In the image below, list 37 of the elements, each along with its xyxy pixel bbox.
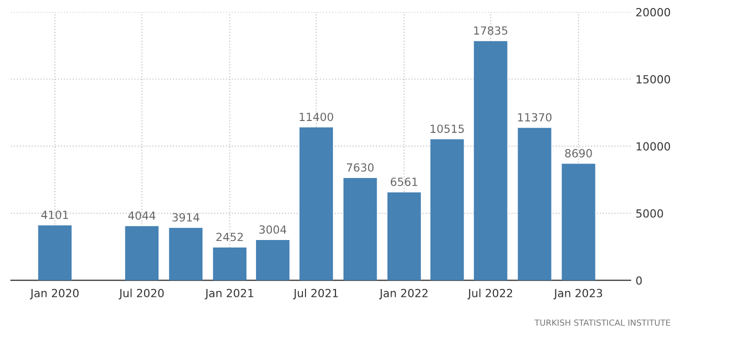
- bar: [169, 228, 203, 280]
- data-label: 10515: [430, 124, 464, 133]
- data-label: 4101: [41, 210, 68, 220]
- y-tick-label: 15000: [636, 75, 670, 84]
- data-label: 8690: [565, 149, 592, 158]
- bar: [518, 128, 552, 280]
- text: TURKISH STATISTICAL INSTITUTE: [534, 319, 670, 326]
- x-tick-label: Jul 2022: [467, 288, 512, 300]
- x-tick-label: Jan 2022: [379, 288, 428, 300]
- data-label: 11370: [518, 113, 552, 122]
- x-tick-label: Jan 2020: [30, 288, 79, 300]
- x-tick-label: Jan 2023: [553, 288, 602, 300]
- y-tick-label: 20000: [636, 8, 670, 16]
- data-label: 3004: [259, 225, 286, 234]
- data-label: 2452: [216, 232, 243, 242]
- data-label: 4044: [128, 211, 156, 220]
- data-label: 7630: [346, 163, 374, 172]
- y-tick-label: 10000: [636, 142, 670, 151]
- bar: [125, 226, 159, 280]
- bar: [256, 240, 290, 280]
- bar: [430, 139, 464, 280]
- data-label: 11400: [300, 112, 334, 122]
- data-label: 6561: [390, 178, 418, 186]
- bar: [562, 164, 596, 280]
- bar: [213, 247, 246, 280]
- data-label: 17835: [474, 26, 508, 35]
- x-tick-label: Jan 2021: [204, 288, 254, 300]
- bar: [38, 225, 72, 280]
- bar: [474, 41, 508, 280]
- bar: [387, 192, 421, 280]
- y-tick-label: 0: [636, 276, 642, 285]
- data-label: 3914: [172, 213, 200, 222]
- bar: [343, 178, 377, 280]
- y-tick-label: 5000: [636, 209, 663, 218]
- x-tick-label: Jul 2021: [293, 288, 338, 300]
- bar: [300, 127, 333, 280]
- x-tick-label: Jul 2020: [118, 288, 164, 300]
